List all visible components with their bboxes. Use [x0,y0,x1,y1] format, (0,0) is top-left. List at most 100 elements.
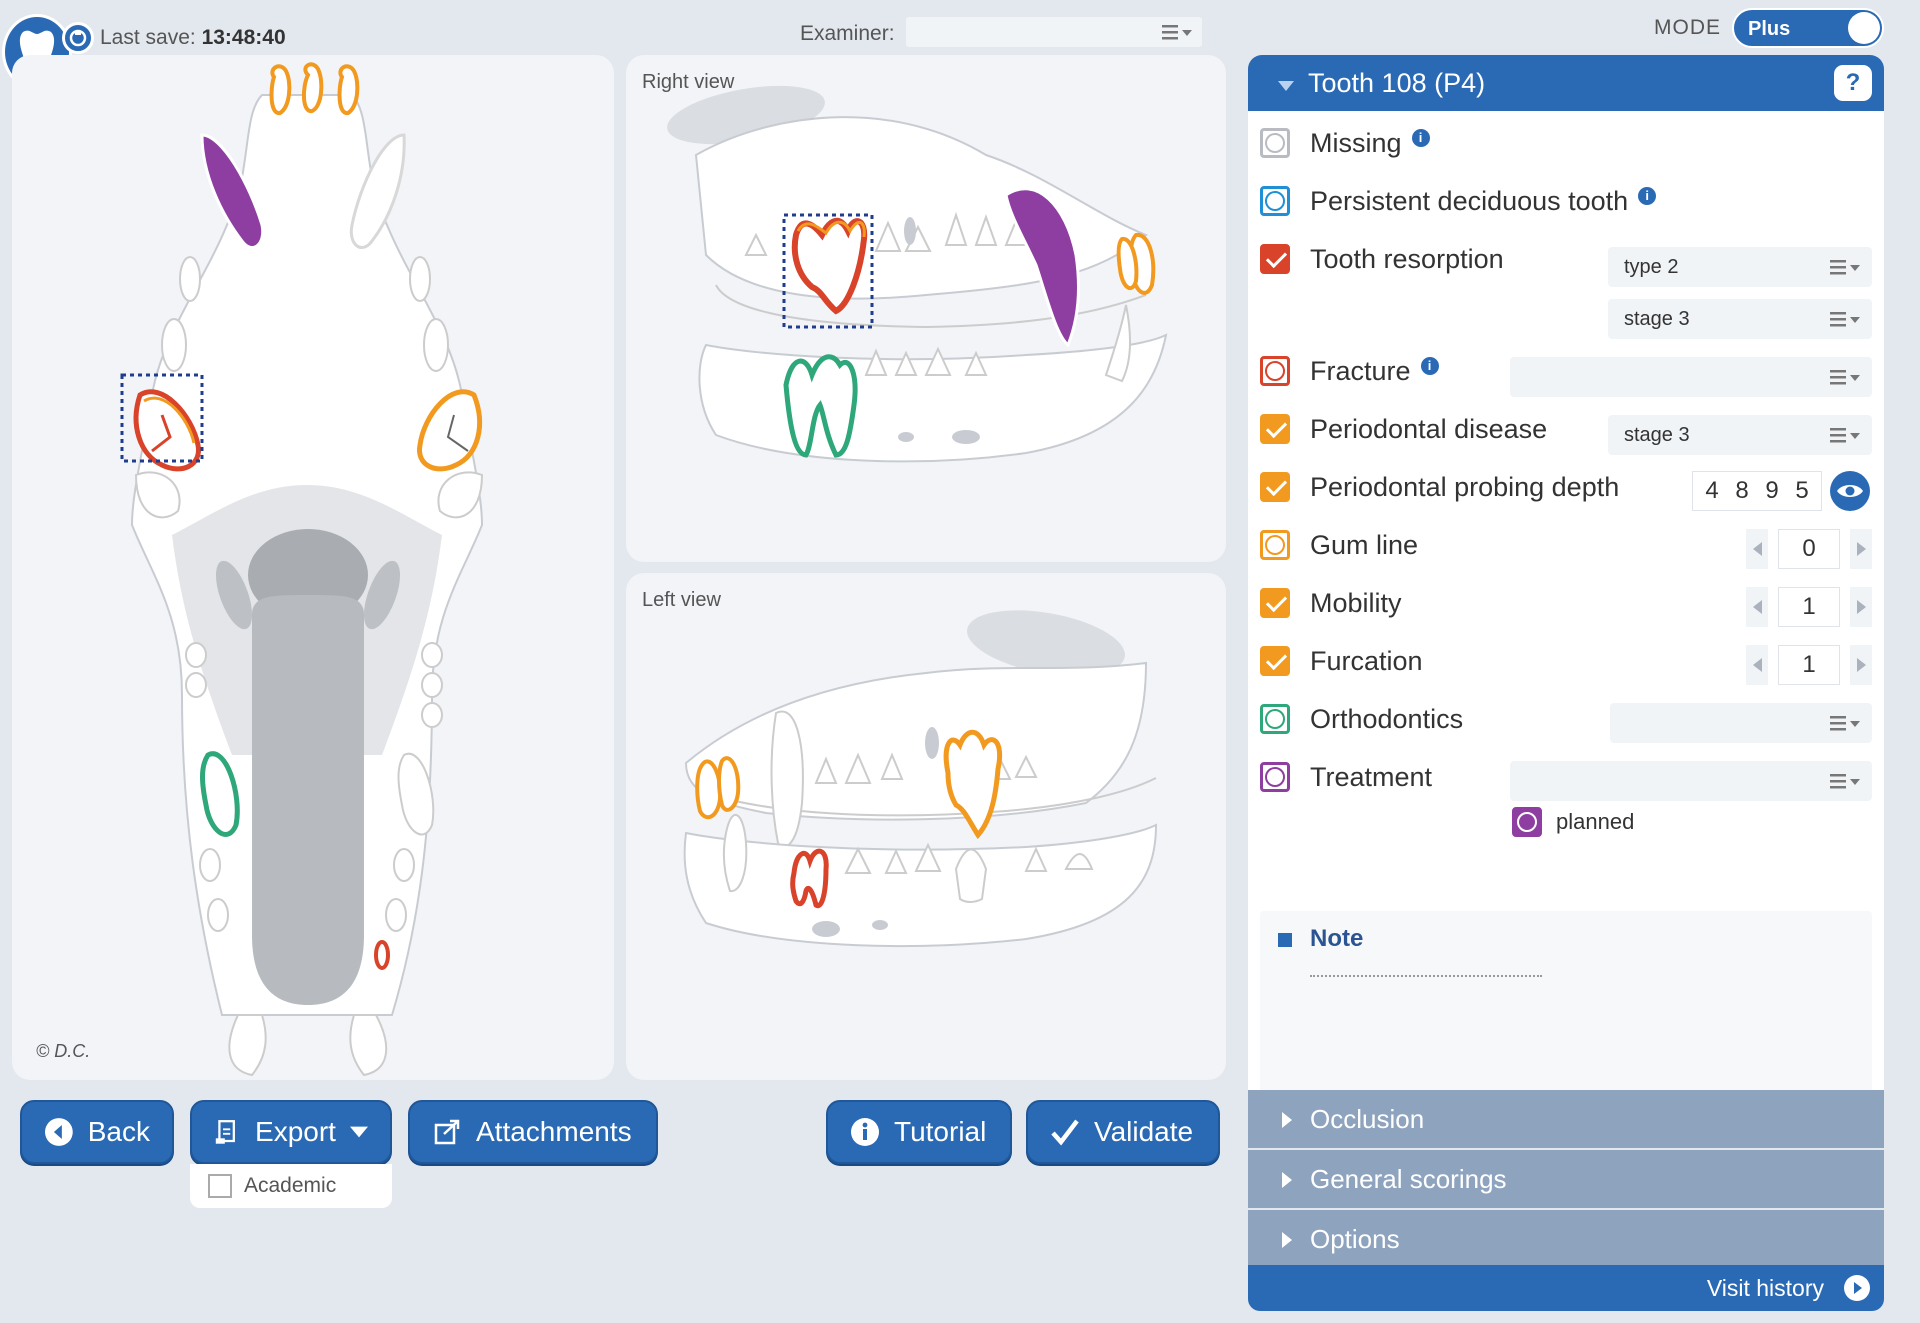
attachments-button[interactable]: Attachments [408,1100,658,1164]
mobility-value[interactable]: 1 [1778,587,1840,627]
help-button[interactable]: ? [1834,65,1872,101]
info-icon[interactable]: i [1411,129,1430,147]
visit-history-label: Visit history [1706,1274,1824,1301]
section-general-scorings-label: General scorings [1310,1163,1507,1194]
copyright: © D.C. [36,1041,91,1061]
resorption-stage-value: stage 3 [1624,307,1690,330]
finding-mobility[interactable]: Mobility [1260,583,1402,623]
section-occlusion-label: Occlusion [1310,1103,1425,1134]
periodontal-stage-select[interactable]: stage 3 [1608,415,1872,455]
probing-depth-checkbox[interactable] [1260,472,1290,502]
decrement-button[interactable] [1746,587,1768,627]
finding-treatment[interactable]: Treatment [1260,757,1432,797]
tooth-201-side [695,759,723,820]
examiner-select[interactable] [905,16,1203,48]
gum-line-stepper[interactable]: 0 [1746,529,1872,569]
mobility-checkbox[interactable] [1260,588,1290,618]
finding-gum-line[interactable]: Gum line [1260,525,1418,565]
left-view-panel[interactable]: Left view [626,573,1226,1080]
arrow-left-icon [1752,542,1762,556]
furcation-checkbox[interactable] [1260,646,1290,676]
mode-toggle[interactable]: Plus [1732,8,1884,48]
save-status-icon[interactable] [62,22,94,54]
increment-button[interactable] [1850,529,1872,569]
section-occlusion[interactable]: Occlusion [1248,1090,1884,1148]
tutorial-button[interactable]: Tutorial [826,1100,1012,1164]
validate-button[interactable]: Validate [1026,1100,1220,1164]
periodontal-stage-value: stage 3 [1624,423,1690,446]
gum-line-checkbox[interactable] [1260,530,1290,560]
finding-orthodontics[interactable]: Orthodontics [1260,699,1463,739]
tooth-409 [200,751,240,837]
occlusal-view-panel[interactable]: © D.C. [12,55,614,1080]
eye-icon[interactable] [1830,471,1870,511]
finding-probing-depth[interactable]: Periodontal probing depth [1260,467,1619,507]
furcation-stepper[interactable]: 1 [1746,645,1872,685]
fracture-select[interactable] [1510,357,1872,397]
orthodontics-checkbox[interactable] [1260,704,1290,734]
fracture-checkbox[interactable] [1260,356,1290,386]
right-view-label: Right view [642,71,735,93]
mobility-stepper[interactable]: 1 [1746,587,1872,627]
tooth-resorption-checkbox[interactable] [1260,244,1290,274]
section-options[interactable]: Options [1248,1210,1884,1268]
resorption-type-select[interactable]: type 2 [1608,247,1872,287]
arrow-right-icon [1856,600,1866,614]
academic-checkbox[interactable] [208,1174,232,1198]
finding-periodontal-disease[interactable]: Periodontal disease [1260,409,1547,449]
treatment-planned[interactable]: planned [1512,807,1634,837]
treatment-select[interactable] [1510,761,1872,801]
finding-fracture[interactable]: Fracture i [1260,351,1439,391]
furcation-value[interactable]: 1 [1778,645,1840,685]
periodontal-disease-checkbox[interactable] [1260,414,1290,444]
decrement-button[interactable] [1746,529,1768,569]
visit-history-bar[interactable]: Visit history [1248,1265,1884,1311]
gum-line-value[interactable]: 0 [1778,529,1840,569]
treatment-checkbox[interactable] [1260,762,1290,792]
tooth-307 [374,940,390,970]
expand-triangle-icon [1282,1232,1292,1248]
finding-persistent-deciduous[interactable]: Persistent deciduous tooth i [1260,181,1657,221]
info-icon[interactable]: i [1420,357,1439,375]
probing-depth-values[interactable]: 4 8 9 5 [1692,471,1822,511]
upper-jaw-diagram[interactable] [12,55,614,1080]
right-view-panel[interactable]: Right view [626,55,1226,562]
tooth-header[interactable]: Tooth 108 (P4) ? [1248,55,1884,111]
persistent-deciduous-checkbox[interactable] [1260,186,1290,216]
decrement-button[interactable] [1746,645,1768,685]
increment-button[interactable] [1850,645,1872,685]
tooth-108-side [791,218,868,315]
tooth-title: Tooth 108 (P4) [1308,67,1486,98]
finding-missing[interactable]: Missing i [1260,123,1430,163]
missing-label: Missing [1310,127,1402,158]
mobility-label: Mobility [1310,587,1402,618]
back-button[interactable]: Back [20,1100,174,1164]
mode-label: MODE [1654,16,1721,39]
persistent-deciduous-label: Persistent deciduous tooth [1310,185,1629,216]
finding-furcation[interactable]: Furcation [1260,641,1423,681]
planned-checkbox[interactable] [1512,807,1542,837]
arrow-left-icon [1752,658,1762,672]
expand-triangle-icon [1282,1172,1292,1188]
checkmark-icon [1051,1119,1079,1146]
tooth-findings-panel: Tooth 108 (P4) ? Missing i Persistent de… [1248,55,1884,1315]
export-option-academic[interactable]: Academic [190,1164,392,1208]
tooth-102 [269,64,292,115]
menu-dropdown-icon [1830,716,1860,731]
export-document-icon [215,1120,235,1144]
missing-checkbox[interactable] [1260,128,1290,158]
resorption-stage-select[interactable]: stage 3 [1608,299,1872,339]
info-icon[interactable]: i [1638,187,1657,205]
tooth-307-side [790,848,829,909]
orthodontics-select[interactable] [1610,703,1872,743]
finding-tooth-resorption[interactable]: Tooth resorption [1260,239,1504,279]
section-general-scorings[interactable]: General scorings [1248,1150,1884,1208]
planned-label: planned [1556,809,1635,834]
increment-button[interactable] [1850,587,1872,627]
note-input-line[interactable] [1310,975,1542,977]
export-button[interactable]: Export [190,1100,392,1164]
attachments-label: Attachments [476,1116,632,1147]
right-jaw-diagram[interactable] [626,55,1226,562]
arrow-left-icon [1752,600,1762,614]
left-jaw-diagram[interactable] [626,573,1226,1080]
